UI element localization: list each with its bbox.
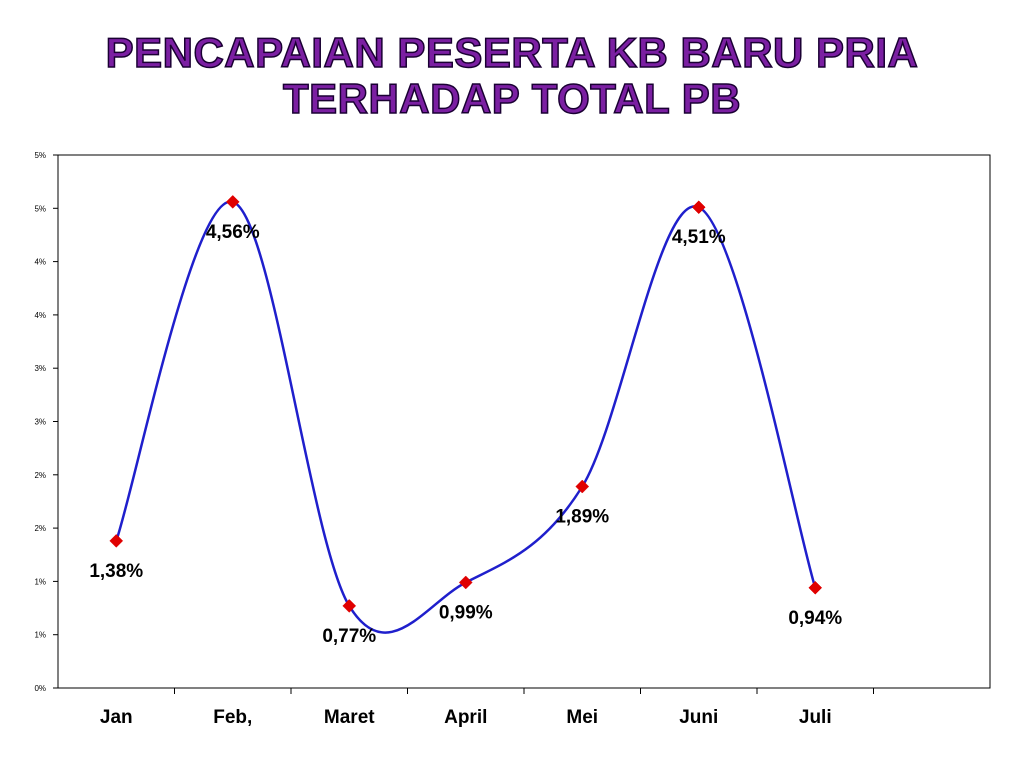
x-axis: Jan Feb, Maret April Mei Juni Juli <box>100 688 874 728</box>
data-marker <box>575 479 590 494</box>
data-label: 1,89% <box>555 507 609 528</box>
y-tick-label: 0% <box>34 684 46 693</box>
data-label: 4,51% <box>672 227 726 248</box>
data-labels: 1,38% 4,56% 0,77% 0,99% 1,89% 4,51% 0,94% <box>89 222 842 647</box>
y-tick-label: 5% <box>34 151 46 160</box>
y-tick-label: 2% <box>34 471 46 480</box>
data-markers <box>109 195 823 613</box>
data-marker <box>109 534 124 548</box>
y-tick-label: 1% <box>34 631 46 640</box>
data-label: 0,77% <box>322 626 376 647</box>
data-label: 0,94% <box>788 608 842 629</box>
chart-title: PENCAPAIAN PESERTA KB BARU PRIA TERHADAP… <box>0 29 1024 123</box>
x-category-label: Maret <box>324 707 375 728</box>
data-marker <box>691 200 706 215</box>
data-marker <box>808 580 823 595</box>
data-label: 4,56% <box>206 222 260 243</box>
y-tick-label: 1% <box>34 577 46 586</box>
y-tick-label: 2% <box>34 524 46 533</box>
x-category-label: Feb, <box>213 707 252 728</box>
x-category-label: April <box>444 707 487 728</box>
data-marker <box>458 575 473 590</box>
y-axis: 0% 1% 1% 2% 2% 3% 3% 4% 4% 5% 5% <box>34 151 58 693</box>
data-label: 0,99% <box>439 602 493 623</box>
y-tick-label: 4% <box>34 311 46 320</box>
x-category-label: Jan <box>100 707 133 728</box>
y-tick-label: 5% <box>34 204 46 213</box>
y-tick-label: 3% <box>34 364 46 373</box>
x-category-label: Juli <box>799 707 832 728</box>
data-marker <box>225 195 240 209</box>
y-tick-label: 4% <box>34 258 46 267</box>
chart-title-line-2: TERHADAP TOTAL PB <box>282 75 742 123</box>
chart-title-line-1: PENCAPAIAN PESERTA KB BARU PRIA <box>105 29 919 77</box>
y-tick-label: 3% <box>34 418 46 427</box>
plot-area <box>57 154 991 689</box>
x-category-label: Juni <box>679 707 718 728</box>
data-label: 1,38% <box>89 561 143 582</box>
data-marker <box>342 599 357 613</box>
x-category-label: Mei <box>566 707 598 728</box>
